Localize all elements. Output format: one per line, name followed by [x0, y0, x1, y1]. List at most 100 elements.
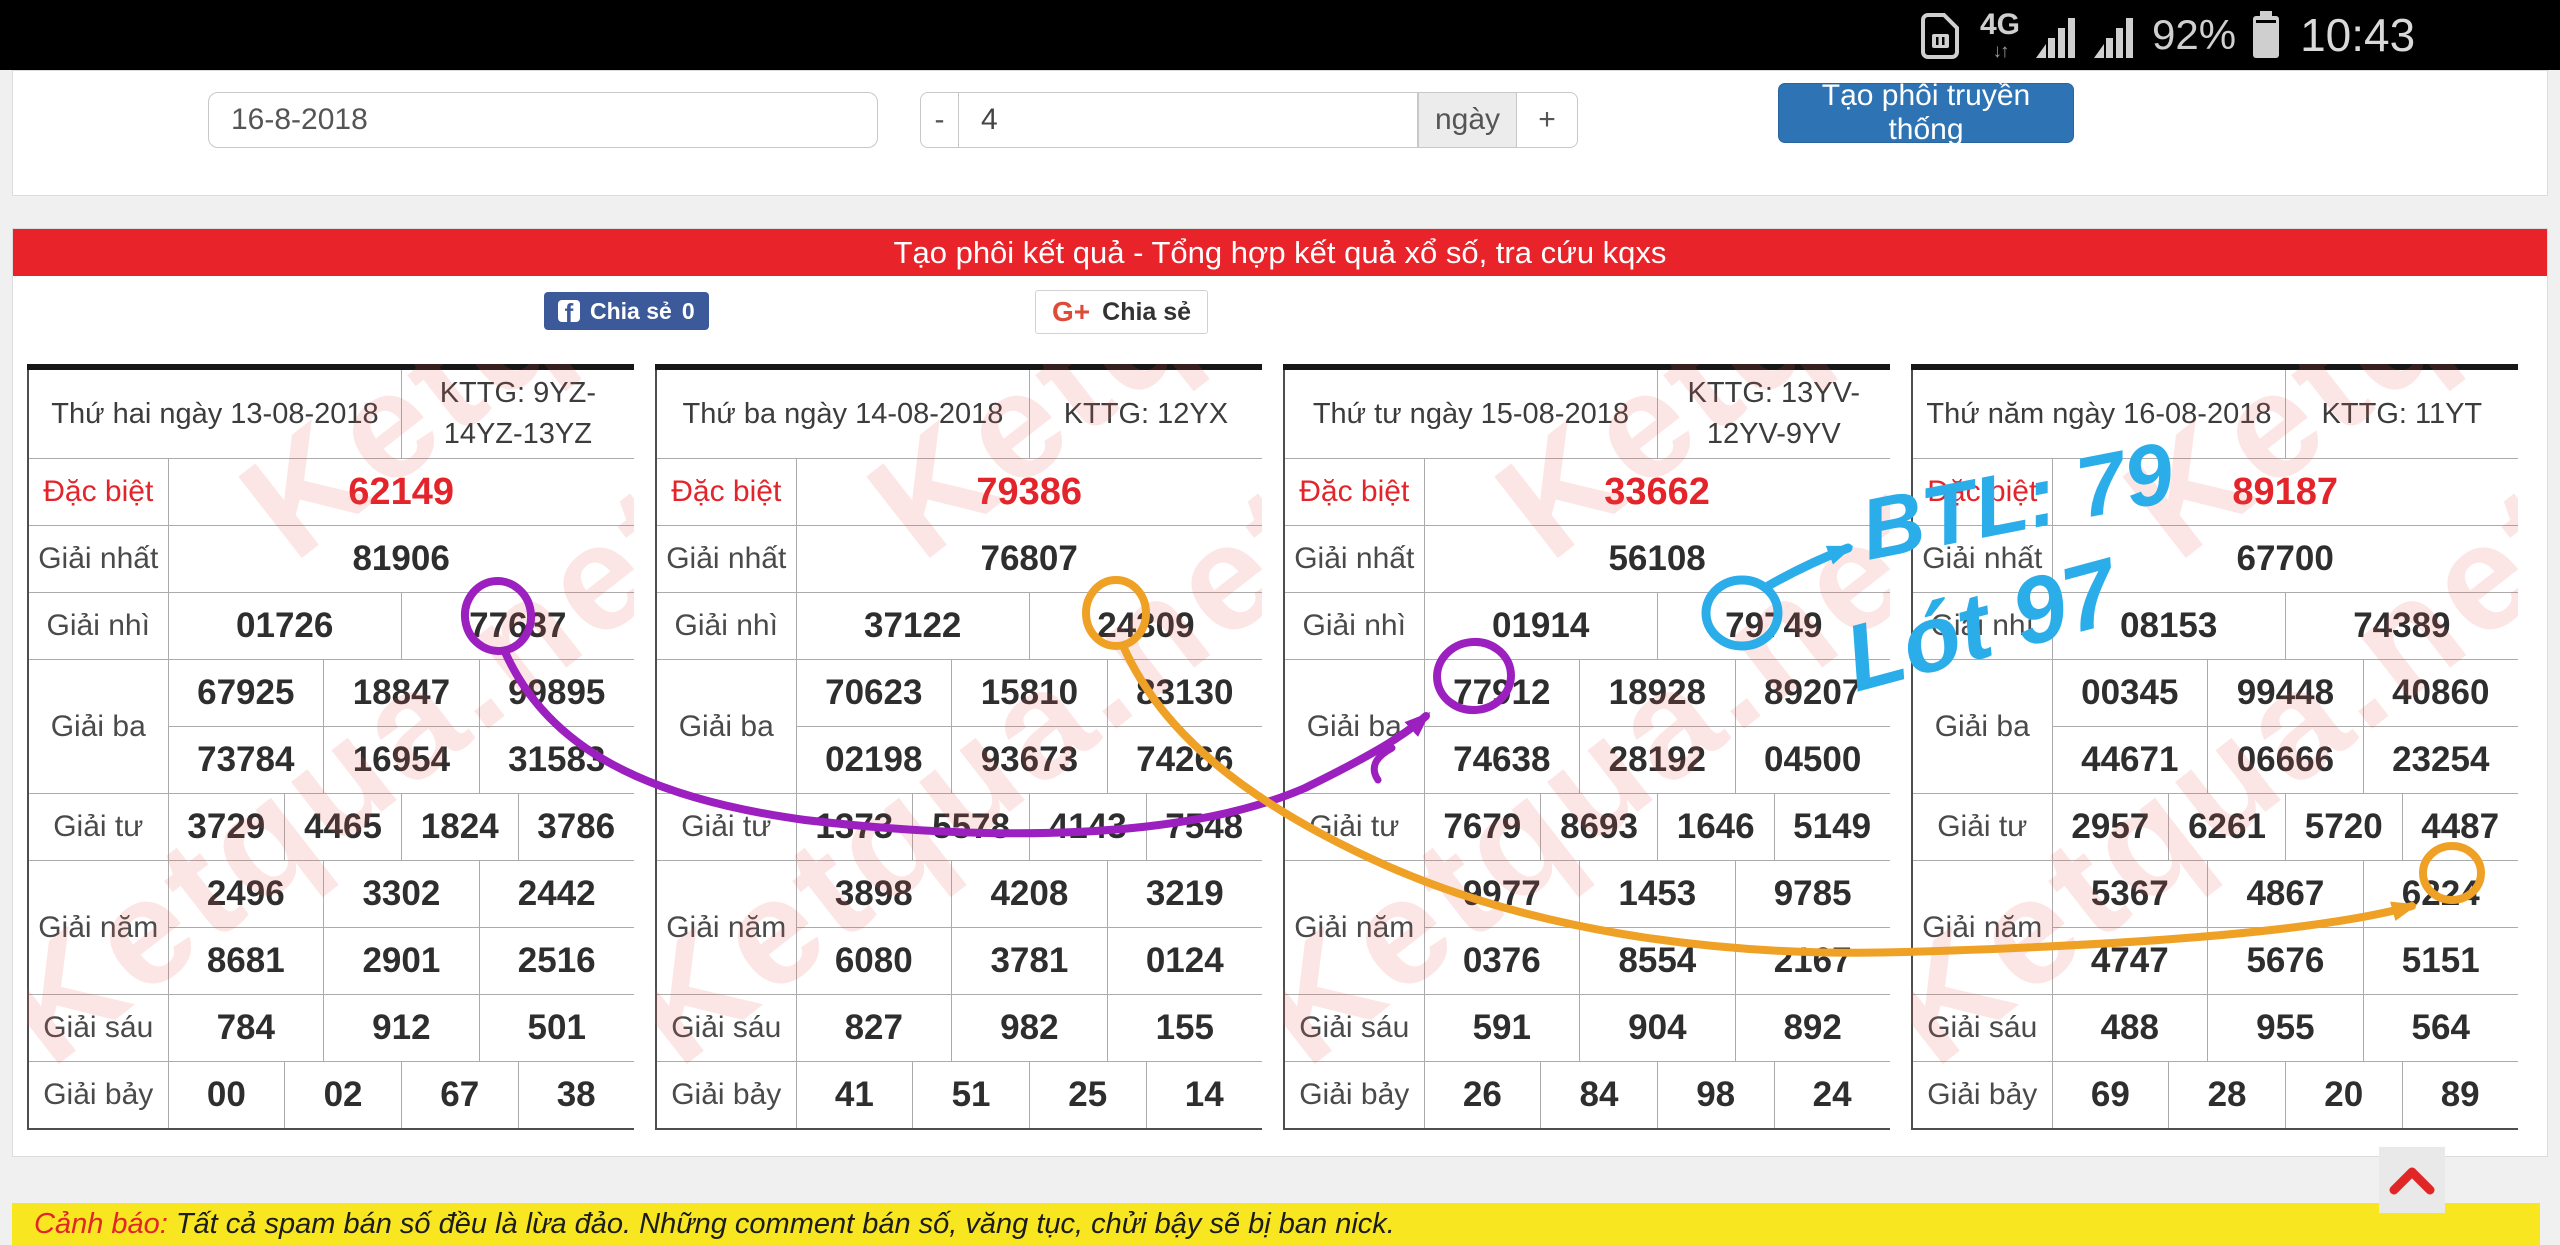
prize-value: 02198 [795, 726, 953, 794]
prize-value: 982 [951, 994, 1108, 1062]
prize-value: 8554 [1579, 927, 1736, 995]
prize-value: 5578 [912, 793, 1030, 861]
prize-value: 74638 [1423, 726, 1581, 794]
table-header-row: Thứ năm ngày 16-08-2018 KTTG: 11YT [1911, 366, 2518, 459]
prize-value: 76807 [795, 525, 1262, 593]
prize-value: 84 [1540, 1061, 1658, 1130]
prize-value: 904 [1579, 994, 1736, 1062]
prize-row-giai-ba: Giải ba 67925 18847 99895 [27, 659, 634, 794]
prize-value: 67700 [2051, 525, 2518, 593]
date-input[interactable] [208, 92, 878, 148]
prize-value: 4465 [284, 793, 402, 861]
prize-value: 04500 [1734, 726, 1890, 794]
prize-value: 4487 [2401, 793, 2518, 861]
page-title: Tạo phôi kết quả - Tổng hợp kết quả xổ s… [13, 229, 2547, 276]
prize-value: 6224 [2362, 860, 2518, 928]
prize-row-giai-bay: Giải bảy 26 84 98 24 [1283, 1061, 1890, 1130]
create-traditional-template-button[interactable]: Tạo phôi truyền thống [1778, 79, 2074, 146]
prize-value: 955 [2207, 994, 2364, 1062]
prize-value: 69 [2051, 1061, 2170, 1130]
prize-value: 5720 [2284, 793, 2403, 861]
prize-value: 28 [2168, 1061, 2286, 1130]
prize-label-giai-nhat: Giải nhất [1911, 525, 2053, 593]
prize-value: 93673 [951, 726, 1108, 794]
facebook-share-button[interactable]: f Chia sẻ 0 [544, 292, 709, 330]
prize-row-giai-sau: Giải sáu 784 912 501 [27, 994, 634, 1062]
decrement-button[interactable]: - [920, 92, 958, 148]
prize-value: 79749 [1656, 592, 1890, 660]
prize-value: 5149 [1773, 793, 1890, 861]
prize-value: 892 [1734, 994, 1890, 1062]
prize-label-dac-biet: Đặc biệt [27, 458, 169, 526]
prize-value: 4747 [2051, 927, 2209, 995]
prize-row-giai-nam: Giải năm 2496 3302 2442 [27, 860, 634, 995]
prize-label-giai-nhi: Giải nhì [27, 592, 169, 660]
network-type-indicator: 4G ↓↑ [1980, 9, 2020, 62]
signal-strength-icon-sim1 [2036, 18, 2076, 58]
prize-label-giai-nhat: Giải nhất [655, 525, 797, 593]
prize-value: 23254 [2362, 726, 2518, 794]
prize-value: 9977 [1423, 860, 1581, 928]
prize-row-giai-ba: Giải ba 77912 18928 89207 [1283, 659, 1890, 794]
prize-label-giai-nam: Giải năm [655, 860, 797, 995]
prize-value: 18847 [323, 659, 480, 727]
prize-value: 24 [1773, 1061, 1890, 1130]
prize-value: 77912 [1423, 659, 1581, 727]
prize-value: 62149 [167, 458, 634, 526]
scroll-to-top-button[interactable] [2379, 1147, 2445, 1213]
prize-value: 40860 [2362, 659, 2518, 727]
prize-value: 51 [912, 1061, 1030, 1130]
form-panel: - ngày + Tạo phôi truyền thống [12, 70, 2548, 196]
prize-label-giai-nhi: Giải nhì [1283, 592, 1425, 660]
warning-prefix: Cảnh báo: [34, 1207, 168, 1240]
prize-label-dac-biet: Đặc biệt [1911, 458, 2053, 526]
prize-row-giai-nam: Giải năm 9977 1453 9785 [1283, 860, 1890, 995]
prize-value: 9785 [1734, 860, 1890, 928]
prize-label-giai-nhat: Giải nhất [27, 525, 169, 593]
table-header-row: Thứ tư ngày 15-08-2018 KTTG: 13YV-12YV-9Y… [1283, 366, 1890, 459]
clock: 10:43 [2300, 9, 2416, 61]
googleplus-share-label: Chia sẻ [1102, 297, 1192, 326]
table-day-title: Thứ tư ngày 15-08-2018 [1283, 366, 1658, 459]
prize-value: 83130 [1106, 659, 1262, 727]
prize-row-giai-tu: Giải tư 3729 4465 1824 3786 [27, 793, 634, 861]
googleplus-share-button[interactable]: G+ Chia sẻ [1035, 290, 1209, 334]
prize-value: 14 [1145, 1061, 1262, 1130]
prize-value: 2442 [478, 860, 634, 928]
results-panel: Tạo phôi kết quả - Tổng hợp kết quả xổ s… [12, 228, 2548, 1157]
prize-value: 00 [167, 1061, 286, 1130]
sim-card-icon [1921, 13, 1959, 59]
days-number-input[interactable] [979, 102, 1417, 138]
prize-value: 33662 [1423, 458, 1890, 526]
googleplus-icon: G+ [1052, 296, 1091, 327]
prize-row-giai-nam: Giải năm 3898 4208 3219 [655, 860, 1262, 995]
battery-percent: 92% [2152, 11, 2237, 58]
data-updown-arrows-icon: ↓↑ [1992, 40, 2010, 62]
prize-value: 5676 [2207, 927, 2364, 995]
prize-value: 18928 [1579, 659, 1736, 727]
prize-value: 4208 [951, 860, 1108, 928]
prize-label-giai-nhi: Giải nhì [1911, 592, 2053, 660]
prize-value: 37122 [795, 592, 1030, 660]
prize-value: 564 [2362, 994, 2518, 1062]
prize-value: 2167 [1734, 927, 1890, 995]
prize-value: 01914 [1423, 592, 1658, 660]
prize-value: 99448 [2207, 659, 2364, 727]
prize-label-giai-bay: Giải bảy [27, 1061, 169, 1130]
prize-value: 591 [1423, 994, 1581, 1062]
prize-value: 20 [2284, 1061, 2403, 1130]
prize-value: 06666 [2207, 726, 2364, 794]
prize-value: 3729 [167, 793, 286, 861]
prize-value: 2901 [323, 927, 480, 995]
table-kttg: KTTG: 13YV-12YV-9YV [1656, 366, 1890, 459]
prize-value: 01726 [167, 592, 402, 660]
increment-button[interactable]: + [1516, 92, 1578, 148]
prize-value: 16954 [323, 726, 480, 794]
days-number-field[interactable] [958, 92, 1418, 148]
prize-value: 56108 [1423, 525, 1890, 593]
prize-label-giai-tu: Giải tư [655, 793, 797, 861]
prize-value: 15810 [951, 659, 1108, 727]
facebook-share-count: 0 [681, 297, 695, 324]
